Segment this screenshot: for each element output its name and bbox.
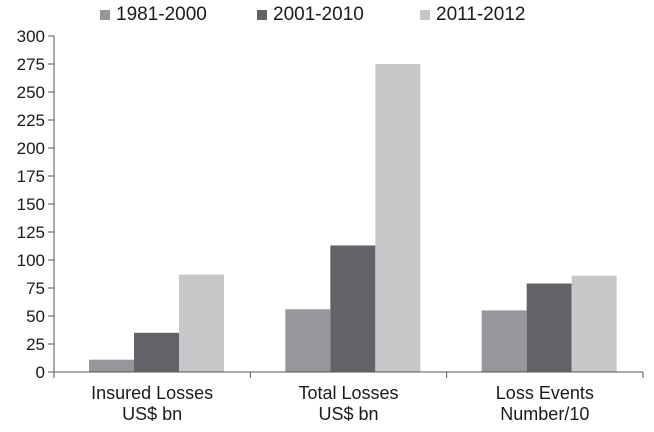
- bars: [89, 64, 617, 372]
- y-tick-label: 125: [17, 223, 45, 242]
- x-category-label: Loss Events Number/10: [445, 383, 645, 425]
- legend-label: 2011-2012: [436, 4, 526, 25]
- bar-2001-2010-0: [134, 332, 179, 372]
- bar-2001-2010-1: [330, 245, 376, 372]
- x-category-label: Insured Losses US$ bn: [52, 383, 252, 425]
- legend-item: 2011-2012: [420, 4, 525, 26]
- bar-1981-2000-1: [285, 309, 331, 372]
- legend-swatch: [420, 10, 430, 20]
- y-tick-label: 0: [36, 363, 45, 382]
- legend-item: 2001-2010: [257, 4, 364, 26]
- x-axis: [53, 371, 644, 378]
- x-category-label-line: US$ bn: [318, 404, 379, 424]
- bar-2011-2012-2: [571, 275, 617, 372]
- x-category-label-line: Insured Losses: [91, 383, 214, 403]
- x-category-label-line: US$ bn: [122, 404, 183, 424]
- legend-item: 1981-2000: [100, 4, 207, 26]
- x-category-label-line: Total Losses: [298, 383, 399, 403]
- y-axis: 0 25 50 75 100 125 150 175 200 225 250 275 300: [17, 27, 55, 382]
- legend-label: 1981-2000: [116, 4, 207, 25]
- y-tick-label: 150: [17, 195, 45, 214]
- y-tick-label: 200: [17, 139, 45, 158]
- y-tick-label: 300: [17, 27, 45, 46]
- bar-1981-2000-0: [89, 359, 134, 372]
- legend-label: 2001-2010: [273, 4, 364, 25]
- y-tick-label: 225: [17, 111, 45, 130]
- bar-2011-2012-1: [375, 64, 421, 372]
- y-tick-label: 175: [17, 167, 45, 186]
- legend-swatch: [100, 10, 110, 20]
- legend-swatch: [257, 10, 267, 20]
- x-category-label-line: Loss Events: [495, 383, 594, 403]
- bar-2011-2012-0: [179, 274, 224, 372]
- x-category-label-line: Number/10: [500, 404, 590, 424]
- bar-1981-2000-2: [481, 310, 527, 372]
- y-tick-label: 50: [26, 307, 45, 326]
- y-tick-label: 250: [17, 83, 45, 102]
- legend: 1981-2000 2001-2010 2011-2012: [0, 4, 654, 26]
- y-tick-label: 75: [26, 279, 45, 298]
- y-tick-label: 25: [26, 335, 45, 354]
- bar-2001-2010-2: [526, 283, 572, 372]
- y-tick-label: 100: [17, 251, 45, 270]
- y-tick-label: 275: [17, 55, 45, 74]
- x-category-label: Total Losses US$ bn: [249, 383, 449, 425]
